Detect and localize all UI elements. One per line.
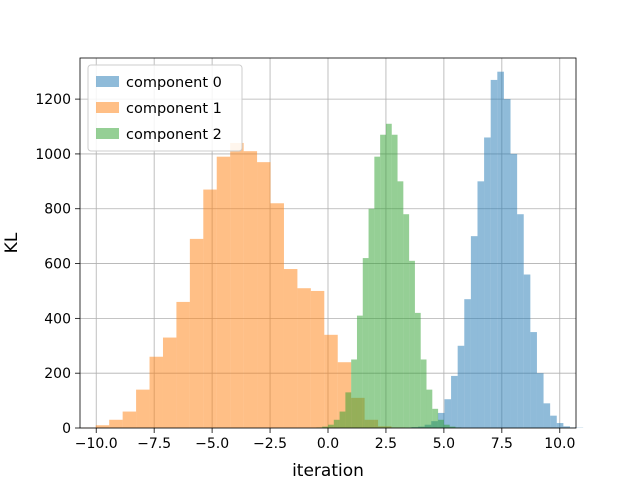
x-tick-label: 7.5	[491, 436, 513, 452]
histogram-bar	[457, 345, 465, 428]
histogram-bar	[216, 156, 231, 428]
legend-label: component 0	[126, 75, 222, 91]
histogram-bar	[403, 214, 410, 428]
x-tick-label: 0.0	[317, 436, 339, 452]
histogram-bar	[297, 288, 311, 428]
histogram-bar	[414, 312, 421, 428]
series-2-bars	[316, 123, 462, 429]
y-tick-label: 200	[44, 366, 71, 382]
histogram-bar	[443, 424, 450, 428]
legend-swatch	[96, 76, 119, 87]
histogram-bar	[484, 137, 491, 428]
histogram-bar	[243, 151, 258, 428]
histogram-bar	[438, 419, 444, 428]
histogram-bar	[328, 424, 334, 428]
histogram-bar	[536, 373, 544, 428]
histogram-bar	[351, 359, 357, 428]
histogram-bar	[464, 299, 471, 428]
histogram-bar	[189, 238, 204, 428]
legend-box	[87, 64, 243, 152]
histogram-bar	[510, 153, 518, 429]
x-tick-label: 5.0	[433, 436, 455, 452]
y-axis-label: KL	[2, 232, 22, 253]
histogram-bar	[490, 79, 498, 428]
y-tick-label: 1000	[35, 147, 71, 163]
histogram-bar	[550, 415, 557, 428]
histogram-bar	[530, 332, 537, 428]
y-tick-label: 1200	[35, 92, 71, 108]
histogram-bar	[230, 142, 244, 429]
histogram-bar	[503, 99, 511, 428]
histogram-bar	[257, 162, 271, 429]
histogram-bar	[109, 419, 123, 428]
histogram-bar	[270, 203, 284, 428]
histogram-bar	[517, 214, 524, 428]
x-tick-label: −2.5	[253, 436, 287, 452]
histogram-bar	[523, 274, 531, 428]
series-0-bars	[411, 71, 584, 429]
histogram-bar	[449, 426, 456, 428]
histogram-bar	[444, 399, 452, 428]
histogram-bar	[324, 334, 338, 428]
histogram-bar	[162, 337, 177, 428]
histogram-bar	[385, 123, 392, 429]
histogram-bar	[283, 269, 298, 428]
histogram-bar	[409, 260, 415, 428]
y-tick-label: 600	[44, 257, 71, 273]
histogram-bar	[432, 408, 439, 428]
histogram-bar	[149, 356, 163, 428]
legend-swatch	[96, 102, 119, 113]
y-axis-ticks: 0 200 400 600 800 1000 1200	[35, 92, 80, 437]
histogram-bar	[397, 181, 404, 428]
x-tick-label: −5.0	[195, 436, 229, 452]
histogram-bar	[339, 411, 346, 428]
histogram-bar	[136, 389, 150, 428]
x-axis-label: iteration	[292, 461, 364, 480]
histogram-bar	[556, 423, 564, 428]
histogram-bar	[497, 71, 504, 428]
legend-label: component 1	[126, 101, 222, 117]
histogram-bar	[391, 134, 398, 429]
x-tick-label: −7.5	[137, 436, 171, 452]
histogram-bar	[122, 411, 137, 428]
x-tick-label: 2.5	[375, 436, 397, 452]
x-axis-ticks: −10.0 −7.5 −5.0 −2.5 0.0 2.5 5.0 7.5 10.0	[75, 428, 575, 452]
series-1-bars	[82, 142, 405, 429]
histogram-bar	[543, 403, 551, 428]
histogram-bar	[362, 258, 369, 428]
histogram-bar	[470, 236, 478, 428]
histogram-bar	[451, 375, 458, 428]
histogram-bar	[426, 389, 433, 428]
histogram-bar	[333, 419, 340, 428]
x-tick-label: −10.0	[75, 436, 118, 452]
histogram-bar	[95, 425, 110, 428]
histogram-bar	[477, 181, 485, 428]
histogram-bar	[203, 189, 217, 428]
histogram-bars	[82, 71, 584, 429]
y-tick-label: 0	[62, 421, 71, 437]
histogram-bar	[176, 301, 190, 428]
histogram-bar	[374, 156, 381, 428]
legend: component 0 component 1 component 2	[87, 64, 243, 152]
legend-swatch	[96, 128, 119, 139]
y-tick-label: 400	[44, 311, 71, 327]
histogram-bar	[368, 208, 375, 428]
histogram-bar	[322, 426, 328, 428]
histogram-bar	[563, 426, 570, 428]
histogram-bar	[345, 392, 352, 428]
histogram-bar	[356, 315, 363, 428]
histogram-bar	[420, 359, 427, 428]
histogram-bar	[380, 134, 386, 429]
histogram-bar	[310, 290, 325, 428]
legend-label: component 2	[126, 127, 222, 143]
x-tick-label: 10.0	[544, 436, 575, 452]
y-tick-label: 800	[44, 202, 71, 218]
